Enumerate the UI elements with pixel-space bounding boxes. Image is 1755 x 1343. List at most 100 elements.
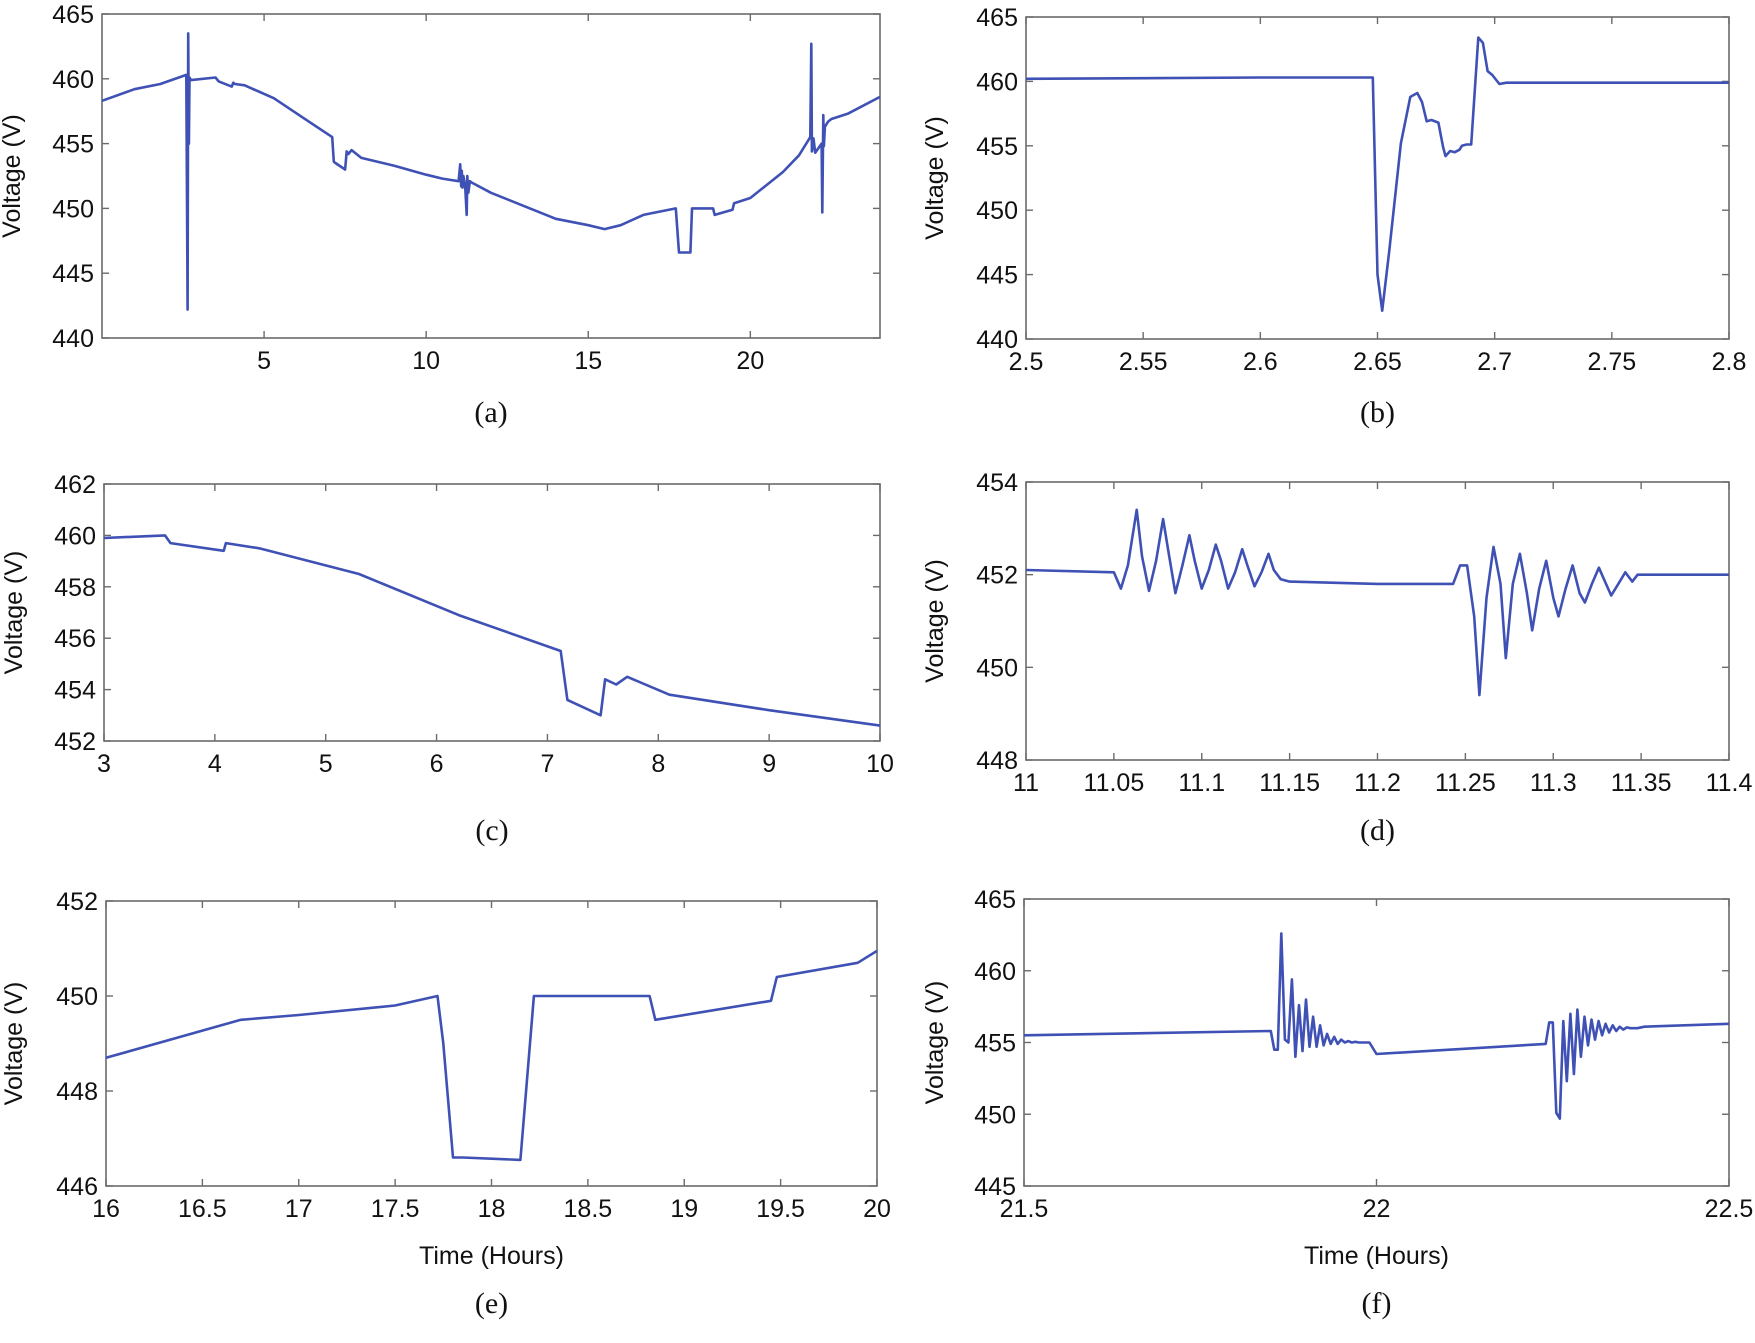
y-tick-label: 440 (976, 326, 1018, 354)
y-tick-label: 455 (976, 133, 1018, 161)
x-tick-label: 5 (319, 750, 333, 778)
y-tick-label: 445 (52, 260, 94, 288)
x-tick-label: 7 (540, 750, 554, 778)
x-tick-label: 11.2 (1354, 769, 1401, 797)
y-tick-label: 455 (52, 131, 94, 159)
y-tick-label: 454 (54, 677, 96, 705)
panel-caption: (b) (1360, 396, 1395, 429)
voltage-series-line (1025, 508, 1729, 697)
panel-d: 448 450 452 454 11 11.05 11.1 11.15 11.2 11.25 11.… (921, 469, 1752, 847)
voltage-series-line (103, 534, 881, 727)
y-tick-label: 450 (976, 197, 1018, 225)
y-axis-label: Voltage (V) (0, 114, 26, 238)
y-tick-label: 465 (974, 886, 1016, 914)
x-tick-label: 11.15 (1259, 769, 1320, 797)
x-tick-label: 19 (670, 1195, 698, 1223)
x-tick-label: 21.5 (1000, 1195, 1049, 1223)
x-tick-label: 2.65 (1353, 348, 1402, 376)
x-tick-label: 19.5 (756, 1195, 805, 1223)
y-axis-label: Voltage (V) (921, 981, 949, 1105)
panel-caption: (a) (474, 396, 507, 429)
x-tick-label: 16 (92, 1195, 120, 1223)
y-tick-label: 448 (56, 1078, 98, 1106)
x-tick-label: 10 (412, 347, 440, 375)
y-tick-label: 456 (54, 625, 96, 653)
y-tick-label: 460 (974, 958, 1016, 986)
y-tick-label: 452 (56, 888, 98, 916)
x-tick-label: 16.5 (178, 1195, 227, 1223)
x-tick-label: 2.6 (1243, 348, 1278, 376)
voltage-series-line (1023, 932, 1730, 1120)
plot-frame (105, 900, 878, 1187)
x-tick-label: 11.05 (1084, 769, 1145, 797)
panel-f: 445 450 455 460 465 21.5 22 22.5 Voltage (V) Time… (921, 886, 1753, 1320)
y-tick-label: 452 (976, 562, 1018, 590)
panel-a: 440 445 450 455 460 465 5 10 15 20 Voltage (V) (a) (0, 1, 881, 429)
x-tick-label: 8 (651, 750, 665, 778)
panel-caption: (e) (475, 1287, 508, 1320)
y-axis-label: Voltage (V) (921, 559, 949, 683)
panel-caption: (d) (1360, 814, 1395, 847)
x-tick-label: 11 (1013, 769, 1039, 797)
y-tick-label: 460 (54, 522, 96, 550)
y-tick-label: 454 (976, 469, 1018, 497)
y-tick-label: 450 (974, 1101, 1016, 1129)
x-tick-label: 11.4 (1706, 769, 1753, 797)
x-tick-label: 3 (97, 750, 111, 778)
panel-caption: (c) (475, 814, 508, 847)
y-axis-label: Voltage (V) (0, 551, 28, 675)
y-tick-label: 458 (54, 574, 96, 602)
x-tick-label: 20 (736, 347, 764, 375)
y-axis-label: Voltage (V) (0, 982, 28, 1106)
y-tick-label: 448 (976, 747, 1018, 775)
y-axis-label: Voltage (V) (921, 116, 949, 240)
y-tick-label: 446 (56, 1173, 98, 1201)
y-tick-label: 465 (976, 4, 1018, 32)
x-tick-label: 10 (866, 750, 894, 778)
x-tick-label: 11.35 (1611, 769, 1672, 797)
x-axis-label: Time (Hours) (419, 1242, 564, 1270)
y-tick-label: 445 (976, 262, 1018, 290)
x-tick-label: 2.7 (1477, 348, 1512, 376)
x-tick-label: 4 (208, 750, 222, 778)
y-tick-label: 460 (52, 66, 94, 94)
x-tick-label: 6 (430, 750, 444, 778)
y-tick-label: 465 (52, 1, 94, 29)
plot-frame (101, 13, 881, 339)
voltage-series-line (1025, 36, 1729, 313)
x-tick-label: 22 (1363, 1195, 1391, 1223)
x-tick-label: 17 (285, 1195, 313, 1223)
panel-e: 446 448 450 452 16 16.5 17 17.5 18 18.5 19 19.5 20 Vo… (0, 888, 891, 1320)
plot-frame (103, 483, 881, 742)
x-tick-label: 5 (257, 347, 271, 375)
panel-caption: (f) (1362, 1287, 1392, 1320)
x-tick-label: 18.5 (564, 1195, 613, 1223)
y-tick-label: 452 (54, 728, 96, 756)
plot-frame (1025, 16, 1730, 340)
y-tick-label: 450 (56, 983, 98, 1011)
y-tick-label: 450 (976, 654, 1018, 682)
x-tick-label: 20 (863, 1195, 891, 1223)
panel-b: 440 445 450 455 460 465 2.5 2.55 2.6 2.65 2.7 2.75 2… (921, 4, 1746, 429)
y-tick-label: 462 (54, 471, 96, 499)
y-tick-label: 440 (52, 325, 94, 353)
x-tick-label: 2.8 (1712, 348, 1747, 376)
x-tick-label: 18 (478, 1195, 506, 1223)
plot-frame (1023, 898, 1730, 1187)
x-tick-label: 17.5 (371, 1195, 420, 1223)
x-axis-label: Time (Hours) (1304, 1242, 1449, 1270)
y-tick-label: 445 (974, 1173, 1016, 1201)
x-tick-label: 9 (762, 750, 776, 778)
y-tick-label: 455 (974, 1030, 1016, 1058)
x-tick-label: 11.1 (1178, 769, 1225, 797)
voltage-series-line (105, 949, 878, 1162)
x-tick-label: 22.5 (1705, 1195, 1754, 1223)
plot-frame (1025, 481, 1730, 761)
x-tick-label: 15 (574, 347, 602, 375)
x-tick-label: 11.25 (1435, 769, 1496, 797)
x-tick-label: 2.5 (1009, 348, 1044, 376)
y-tick-label: 450 (52, 195, 94, 223)
y-tick-label: 460 (976, 68, 1018, 96)
